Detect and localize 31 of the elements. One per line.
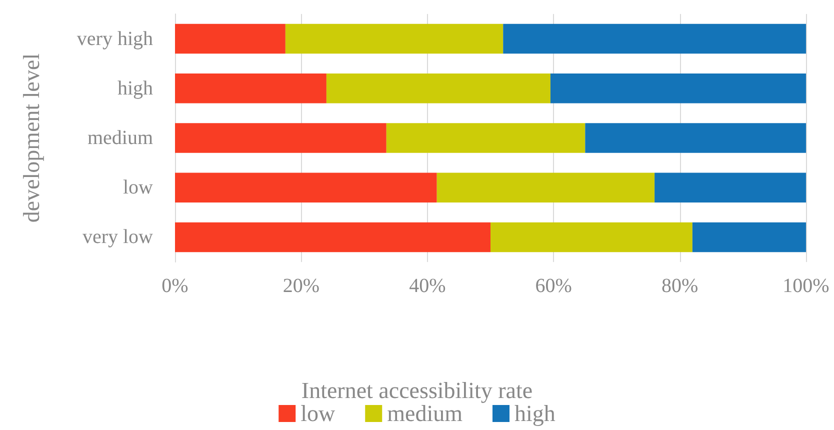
bar <box>503 24 806 54</box>
bar <box>175 123 386 153</box>
bar <box>285 24 504 54</box>
bar <box>550 74 806 104</box>
bar <box>175 74 326 104</box>
bar <box>326 74 550 104</box>
y-tick-label: very high <box>76 28 153 50</box>
y-tick-label: medium <box>87 127 154 149</box>
bar <box>585 123 806 153</box>
x-tick-label: 80% <box>661 275 698 297</box>
bar <box>175 172 437 202</box>
y-tick-label: low <box>123 176 154 199</box>
x-tick-label: 40% <box>409 275 446 297</box>
bar <box>692 222 806 252</box>
legend-label: low <box>300 401 336 426</box>
bar <box>490 222 692 252</box>
bar <box>175 24 286 54</box>
bar <box>386 123 586 153</box>
x-tick-label: 20% <box>282 275 320 297</box>
y-tick-label: high <box>117 77 153 100</box>
legend-label: medium <box>387 401 463 426</box>
legend-title: Internet accessibility rate <box>301 378 533 403</box>
x-tick-label: 100% <box>782 275 830 297</box>
bar <box>436 172 655 202</box>
x-tick-label: 60% <box>535 275 572 297</box>
bar <box>654 172 806 202</box>
bar <box>175 222 490 252</box>
legend-label: high <box>514 401 556 426</box>
y-tick-label: very low <box>82 226 154 248</box>
x-tick-label: 0% <box>162 275 188 297</box>
y-axis-title: development level <box>19 53 44 223</box>
